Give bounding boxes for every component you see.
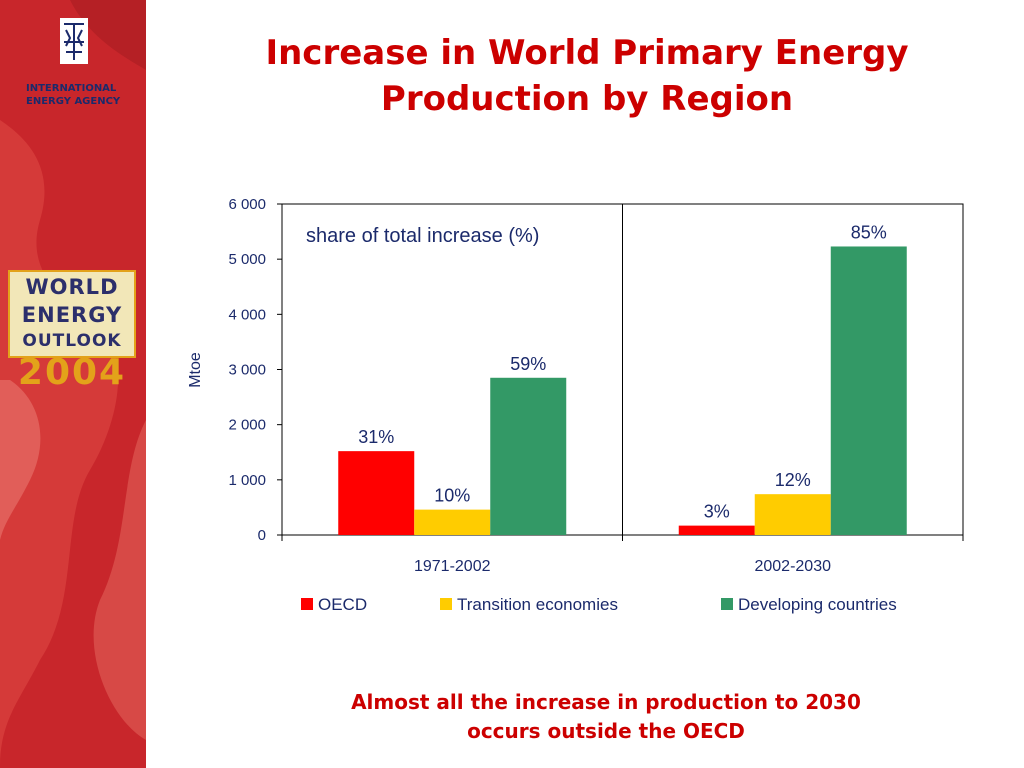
y-tick-label: 0 (258, 527, 266, 544)
legend-swatch (440, 598, 452, 610)
iea-line2: ENERGY AGENCY (26, 96, 121, 107)
weo-line1: WORLD (25, 275, 119, 299)
y-tick-label: 6 000 (228, 196, 266, 213)
y-tick-label: 4 000 (228, 306, 266, 323)
x-axis: 1971-2002 2002-2030 (281, 535, 964, 575)
bar (414, 509, 491, 535)
bar (678, 525, 755, 535)
y-tick-label: 3 000 (228, 362, 266, 379)
legend: OECD Transition economies Developing count… (301, 595, 897, 614)
weo-line3: OUTLOOK (22, 331, 122, 351)
bar (490, 377, 567, 535)
bar-data-label: 85% (851, 222, 887, 242)
bar-labels: 31% 10% 59% 3% 12% 85% (358, 222, 887, 521)
chart-annotation: share of total increase (%) (306, 225, 539, 247)
bars (338, 246, 907, 535)
bar-data-label: 3% (704, 502, 730, 522)
footer-line2: occurs outside the OECD (467, 719, 745, 743)
bar (830, 246, 907, 535)
slide-title: Increase in World Primary Energy Product… (150, 30, 1024, 122)
y-tick-label: 5 000 (228, 251, 266, 268)
iea-line1: INTERNATIONAL (26, 83, 117, 94)
y-tick-label: 2 000 (228, 417, 266, 434)
y-axis: 0 1 000 2 000 3 000 4 000 5 000 6 000 (228, 196, 282, 544)
bar (338, 451, 415, 535)
x-category-label: 2002-2030 (754, 558, 831, 575)
legend-label: Transition economies (457, 595, 618, 614)
slide-footer: Almost all the increase in production to… (270, 688, 942, 746)
weo-line2: ENERGY (21, 303, 123, 327)
iea-name: INTERNATIONAL ENERGY AGENCY (26, 82, 138, 108)
footer-line1: Almost all the increase in production to… (351, 690, 861, 714)
x-category-label: 1971-2002 (414, 558, 491, 575)
bar-data-label: 10% (434, 486, 470, 506)
slide-title-line1: Increase in World Primary Energy (265, 33, 909, 73)
sidebar-background (0, 0, 146, 768)
weo-year: 2004 (17, 352, 127, 393)
legend-swatch (721, 598, 733, 610)
sidebar-branding: INTERNATIONAL ENERGY AGENCY WORLD ENERGY… (0, 0, 146, 768)
legend-swatch (301, 598, 313, 610)
bar-data-label: 59% (510, 354, 546, 374)
legend-label: OECD (318, 595, 367, 614)
y-axis-title: Mtoe (187, 352, 204, 388)
weo-logo: WORLD ENERGY OUTLOOK 2004 (8, 270, 136, 393)
y-tick-label: 1 000 (228, 472, 266, 489)
bar-data-label: 12% (775, 470, 811, 490)
bar-data-label: 31% (358, 427, 394, 447)
bar (754, 494, 831, 535)
slide-title-line2: Production by Region (380, 79, 794, 119)
legend-label: Developing countries (738, 595, 897, 614)
